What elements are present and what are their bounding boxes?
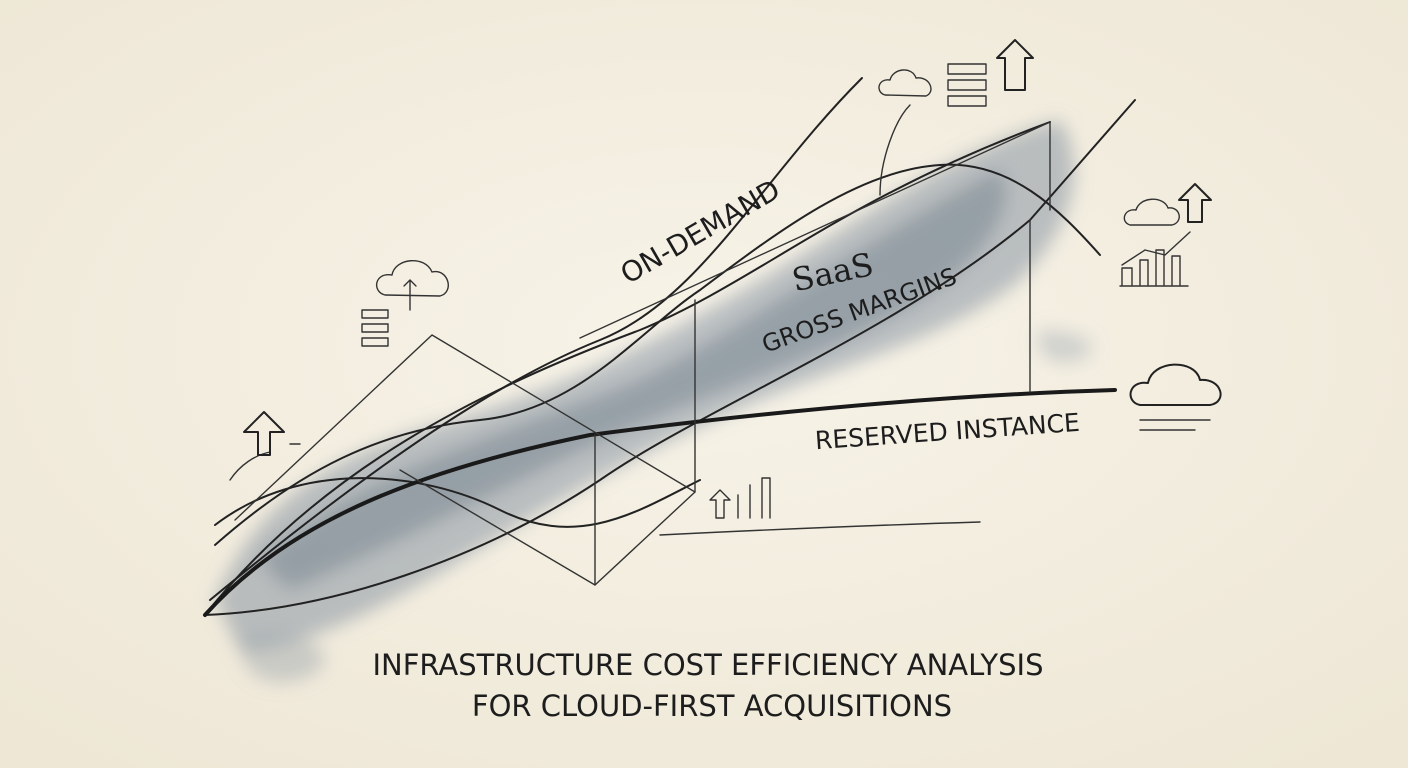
caption-line: INFRASTRUCTURE COST EFFICIENCY ANALYSIS <box>372 648 1043 682</box>
icons <box>243 39 1222 519</box>
watercolor-wash <box>215 120 1093 683</box>
caption-line: FOR CLOUD-FIRST ACQUISITIONS <box>472 689 952 723</box>
sketch-lines <box>203 77 1136 617</box>
